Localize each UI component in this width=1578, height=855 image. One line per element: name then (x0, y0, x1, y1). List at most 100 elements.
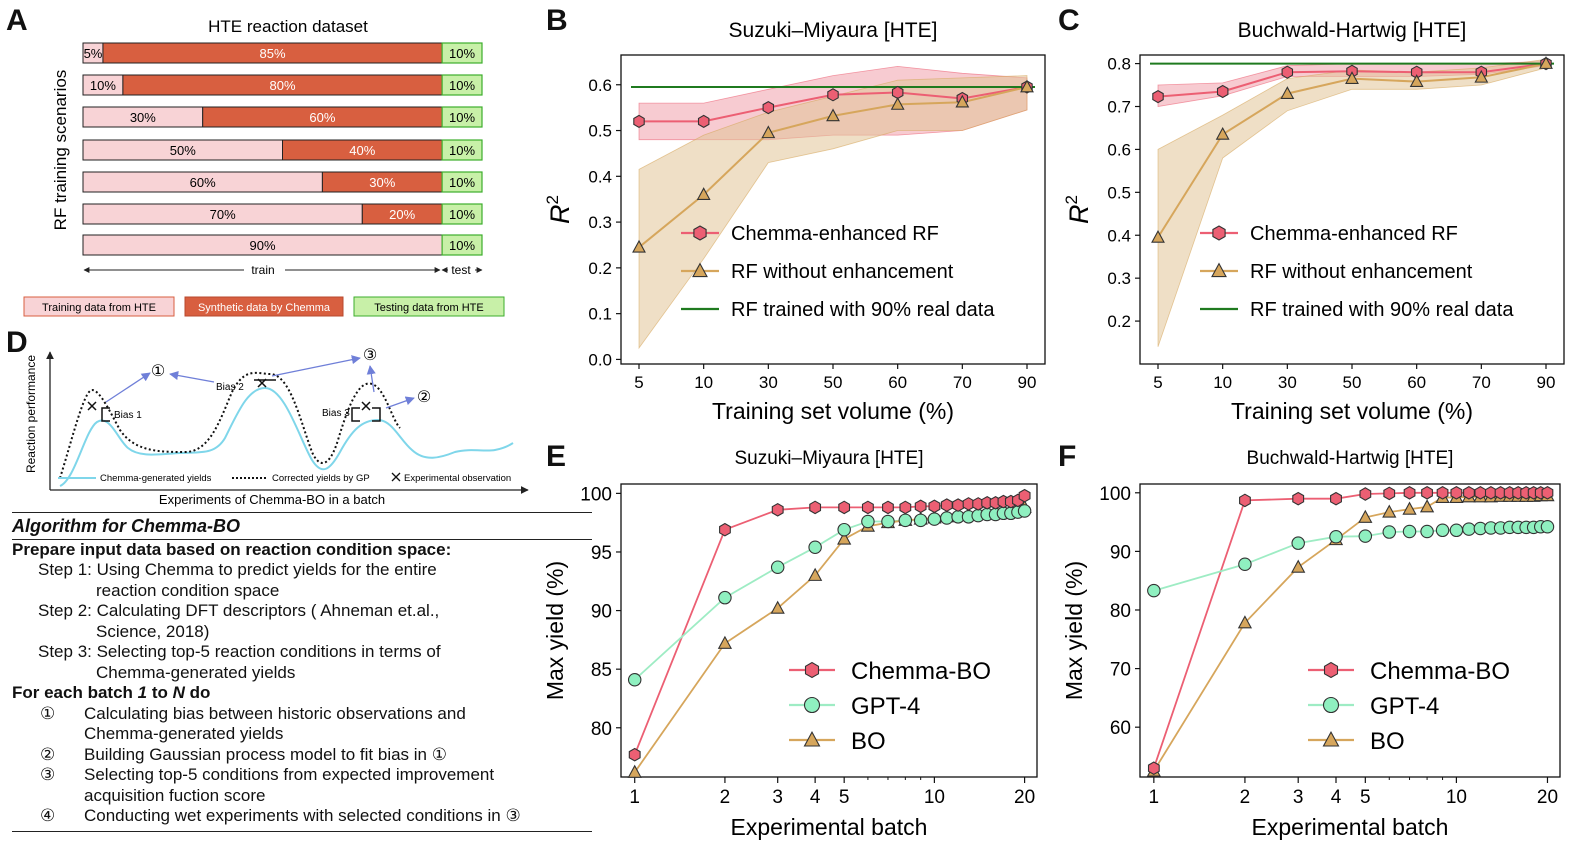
chartB-point-0-2 (762, 100, 775, 115)
legend-train-text: Training data from HTE (42, 302, 156, 314)
chartF-ytick-label-0: 60 (1110, 718, 1131, 739)
loop-step-3-text: Selecting top-5 conditions from expected… (84, 765, 495, 784)
legend-synthetic-text: Synthetic data by Chemma (198, 302, 331, 314)
legend-corrected-text: Corrected yields by GP (272, 473, 370, 484)
chartE-xtick-label-0: 1 (629, 787, 640, 808)
chartC-ytick-label-6: 0.8 (1107, 55, 1131, 74)
bar-test-1 (441, 42, 483, 64)
chartF-point-1-0 (1147, 583, 1161, 598)
bias-label-3: Bias 3 (322, 408, 350, 419)
chartC-xtick-label-0: 5 (1153, 373, 1162, 392)
loop-step-4-text: Conducting wet experiments with selected… (84, 806, 521, 825)
chartC-ylabel-sup: 2 (1062, 195, 1081, 204)
chartF-xtick-label-3: 4 (1331, 787, 1342, 808)
chartE-xtick-label-6: 20 (1014, 787, 1035, 808)
loop-step-1: ① Calculating bias between historic obser… (12, 704, 592, 725)
bias-label-2: Bias 2 (216, 382, 244, 393)
chartE-line-0 (633, 494, 1026, 756)
chartC-xtick-label-3: 50 (1343, 373, 1362, 392)
chartB-legend-marker-0 (693, 225, 707, 241)
loop-step-3-num: ③ (40, 765, 56, 784)
chemma-yields-curve (59, 386, 514, 487)
panel-a-ylabel: RF training scenarios (51, 70, 70, 231)
chartE-xtick-label-2: 3 (772, 787, 783, 808)
chartC-point-1-5 (1474, 69, 1489, 83)
algorithm-prepare: Prepare input data based on reaction con… (12, 539, 452, 559)
chartE-point-0-10 (940, 498, 953, 512)
chartC-point-1-2 (1280, 86, 1295, 99)
chartF-point-2-4 (1358, 509, 1373, 523)
chartF-legend-text-1: GPT-4 (1370, 693, 1439, 720)
chartC-point-0-0 (1152, 89, 1164, 104)
chartC-xtick-label-1: 10 (1213, 373, 1232, 392)
panel-letter-f: F (1058, 440, 1077, 473)
panel-d-schematic: Reaction performance Experiments of Chem… (24, 347, 529, 507)
legend-test-text: Testing data from HTE (374, 302, 483, 314)
chartF-point-0-4 (1359, 487, 1372, 501)
bar-test-5 (441, 171, 483, 193)
chartF-point-1-5 (1382, 525, 1397, 539)
chartB-point-1-6 (1020, 79, 1034, 93)
panel-letter-c: C (1058, 4, 1080, 37)
chartB-band-1 (638, 75, 1028, 350)
panel-letter-e: E (546, 440, 567, 473)
loop-text-e: do (184, 683, 211, 702)
legend-chemma-text: Chemma-generated yields (100, 473, 212, 484)
chartB-xtick-label-4: 60 (888, 373, 907, 392)
chartE-point-1-19 (1017, 504, 1032, 518)
arrow-to-step3 (271, 355, 361, 377)
chartB-legend-marker-1 (692, 262, 708, 278)
algorithm-step3: Step 3: Selecting top-5 reaction conditi… (38, 642, 441, 661)
loop-text-a: For each batch (12, 683, 138, 702)
bar-test-label-7: 10% (449, 238, 475, 253)
chartF-legend-text-0: Chemma-BO (1370, 658, 1510, 685)
chartE-point-0-0 (628, 747, 641, 762)
chartF-xtick-label-4: 5 (1360, 787, 1371, 808)
chartB-ytick-label-1: 0.1 (588, 305, 612, 324)
chartE-ytick-label-0: 80 (591, 719, 612, 740)
chartC-ytick-label-3: 0.5 (1107, 183, 1131, 202)
loop-step-2-num: ② (40, 744, 56, 764)
chartB-point-1-2 (761, 125, 776, 139)
chartF-point-0-6 (1403, 485, 1416, 500)
chartF-ytick-label-2: 80 (1110, 601, 1131, 622)
panel-d-ylabel: Reaction performance (24, 355, 38, 473)
chartE-ytick-label-1: 85 (591, 660, 612, 681)
chartB-ytick-label-3: 0.3 (588, 213, 612, 232)
chartE-ytick-label-3: 95 (591, 543, 612, 564)
chartC-xtick-label-4: 60 (1407, 373, 1426, 392)
chartE-xtick-label-4: 5 (839, 787, 850, 808)
chartF-point-0-2 (1292, 491, 1305, 506)
chartF-point-1-19 (1540, 520, 1555, 534)
chartE-title: Suzuki–Miyaura [HTE] (734, 448, 923, 469)
chartE-point-2-1 (717, 635, 733, 649)
chartC-xtick-label-5: 70 (1472, 373, 1491, 392)
chartE-point-0-11 (952, 498, 965, 512)
chartE-point-1-5 (861, 514, 875, 529)
chartF-point-1-2 (1291, 536, 1305, 550)
chartE-point-0-19 (1018, 488, 1031, 503)
chartE-point-0-8 (914, 499, 927, 514)
loop-step-1-num: ① (40, 703, 56, 723)
chartF-point-1-7 (1420, 524, 1434, 539)
bar-train-label-2: 10% (90, 78, 116, 93)
legend-observation-icon (391, 472, 401, 482)
chartE-point-2-2 (770, 600, 785, 614)
chartE-xlabel: Experimental batch (731, 814, 928, 840)
chartB-point-0-1 (697, 114, 710, 129)
panel-a-dataset-bars: HTE reaction dataset RF training scenari… (23, 17, 505, 317)
algorithm-step2-cont: Science, 2018) (96, 621, 210, 641)
chartE-xtick-label-1: 2 (720, 787, 731, 808)
bar-train-label-3: 30% (130, 110, 156, 125)
test-label: test (451, 263, 471, 277)
chartE-xtick-label-3: 4 (810, 787, 821, 808)
bar-test-label-6: 10% (449, 207, 475, 222)
loop-step-1-cont: Chemma-generated yields (84, 724, 284, 743)
chartB-xlabel: Training set volume (%) (712, 398, 954, 424)
chartC-ytick-label-5: 0.7 (1107, 98, 1131, 117)
step-mark-3: ③ (363, 347, 377, 364)
chartE-point-1-0 (627, 672, 642, 687)
chartB-ylabel-sup: 2 (543, 195, 562, 204)
loop-step-4-num: ④ (40, 806, 56, 825)
